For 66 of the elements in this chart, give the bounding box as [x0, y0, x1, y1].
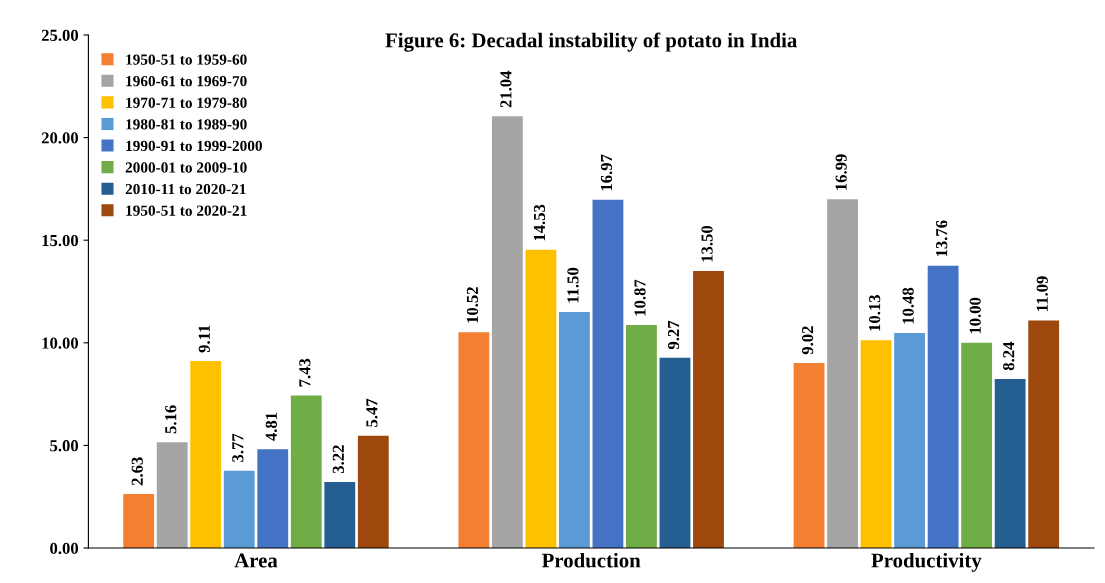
legend-label: 2010-11 to 2020-21 — [125, 183, 246, 195]
data-label: 7.43 — [299, 358, 311, 387]
bar — [525, 249, 557, 549]
bar — [961, 342, 993, 549]
bar — [659, 357, 691, 549]
data-label: 11.09 — [1036, 276, 1048, 311]
bar — [860, 340, 892, 549]
x-tick-label: Productivity — [871, 552, 982, 572]
data-label: 11.50 — [567, 267, 579, 303]
legend-label: 2000-01 to 2009-10 — [125, 162, 247, 173]
legend-label: 1990-91 to 1999-2000 — [126, 140, 262, 152]
bar — [156, 442, 188, 549]
y-tick-label: 15.00 — [42, 234, 79, 247]
y-tick-label: 5.00 — [50, 440, 79, 452]
data-label: 5.16 — [165, 405, 177, 434]
bar — [357, 435, 389, 549]
bar — [257, 449, 289, 549]
bar — [458, 332, 490, 549]
data-label: 10.52 — [466, 287, 479, 323]
data-label: 3.22 — [332, 445, 345, 474]
legend-label: 1950-51 to 2020-21 — [126, 205, 247, 216]
legend-label: 1950-51 to 1959-60 — [126, 54, 247, 65]
bar — [223, 470, 255, 549]
bar — [693, 270, 724, 549]
bar — [894, 332, 926, 549]
bar — [1028, 320, 1060, 549]
bar — [827, 199, 858, 549]
data-label: 3.77 — [232, 433, 244, 462]
y-tick-label: 0.00 — [50, 542, 79, 555]
x-tick-label: Area — [234, 553, 278, 568]
x-tick-label: Production — [541, 552, 641, 568]
data-label: 9.11 — [198, 325, 210, 353]
bar — [491, 116, 523, 549]
data-label: 14.53 — [533, 204, 546, 241]
legend-label: 1960-61 to 1969-70 — [126, 75, 247, 87]
bar — [927, 265, 959, 549]
bar — [592, 199, 624, 549]
chart-title: Figure 6: Decadal instability of potato in India — [385, 32, 797, 52]
data-label: 5.47 — [366, 398, 378, 427]
data-label: 10.13 — [869, 295, 881, 331]
data-label: 10.00 — [969, 297, 981, 334]
data-label: 21.04 — [500, 70, 512, 108]
data-label: 9.27 — [667, 320, 680, 350]
data-label: 8.24 — [1003, 341, 1015, 371]
bar — [559, 312, 590, 549]
bar — [290, 395, 322, 549]
y-tick-label: 20.00 — [41, 132, 79, 144]
bar — [626, 324, 657, 549]
legend-label: 1970-71 to 1979-80 — [126, 97, 247, 108]
bar — [324, 481, 356, 549]
bar — [190, 361, 222, 549]
data-label: 13.76 — [936, 220, 948, 257]
bar — [994, 378, 1026, 549]
y-tick-label: 25.00 — [41, 29, 79, 41]
data-label: 4.81 — [265, 412, 277, 441]
data-label: 9.02 — [801, 326, 814, 355]
y-tick-label: 10.00 — [42, 337, 79, 349]
data-label: 16.97 — [600, 154, 613, 191]
bar — [793, 362, 825, 549]
data-label: 13.50 — [701, 225, 713, 262]
data-label: 16.99 — [835, 154, 847, 190]
legend-label: 1980-81 to 1989-90 — [126, 119, 247, 130]
bar — [123, 494, 155, 549]
data-label: 10.48 — [902, 287, 914, 324]
data-label: 10.87 — [634, 279, 646, 316]
data-label: 2.63 — [131, 457, 143, 486]
